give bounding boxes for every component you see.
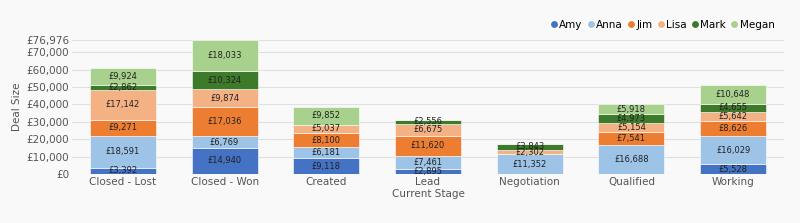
Text: £16,688: £16,688 xyxy=(614,155,649,164)
Bar xyxy=(700,112,766,122)
Bar xyxy=(497,150,562,154)
Text: £10,648: £10,648 xyxy=(716,90,750,99)
Text: £11,620: £11,620 xyxy=(411,141,445,150)
Text: £16,029: £16,029 xyxy=(716,146,750,155)
Bar xyxy=(294,147,359,158)
Bar xyxy=(294,133,359,147)
Bar xyxy=(497,144,562,150)
Y-axis label: Deal Size: Deal Size xyxy=(12,83,22,131)
Text: £5,918: £5,918 xyxy=(617,105,646,114)
Text: £5,154: £5,154 xyxy=(617,123,646,132)
Bar xyxy=(598,114,665,123)
Text: £17,142: £17,142 xyxy=(106,100,140,109)
Text: £5,037: £5,037 xyxy=(312,124,341,133)
Text: £4,973: £4,973 xyxy=(617,114,646,123)
Bar xyxy=(294,107,359,124)
Bar xyxy=(700,85,766,103)
Text: £9,924: £9,924 xyxy=(109,72,138,81)
Text: £2,862: £2,862 xyxy=(108,83,138,92)
Text: £6,181: £6,181 xyxy=(312,148,341,157)
X-axis label: Current Stage: Current Stage xyxy=(391,190,465,200)
Bar xyxy=(700,164,766,174)
Text: £8,100: £8,100 xyxy=(312,136,341,145)
Bar xyxy=(90,120,156,136)
Bar xyxy=(191,89,258,107)
Text: £17,036: £17,036 xyxy=(207,117,242,126)
Text: £10,324: £10,324 xyxy=(207,76,242,85)
Text: £8,626: £8,626 xyxy=(718,124,748,134)
Bar xyxy=(395,124,461,136)
Bar xyxy=(90,85,156,90)
Text: £11,352: £11,352 xyxy=(513,160,547,169)
Bar xyxy=(294,124,359,133)
Bar xyxy=(90,90,156,120)
Text: £7,461: £7,461 xyxy=(414,158,442,167)
Bar xyxy=(395,156,461,169)
Text: £9,271: £9,271 xyxy=(108,123,138,132)
Text: £2,895: £2,895 xyxy=(414,167,442,176)
Text: £6,769: £6,769 xyxy=(210,138,239,147)
Text: £5,528: £5,528 xyxy=(718,165,748,174)
Bar xyxy=(395,120,461,124)
Text: £9,874: £9,874 xyxy=(210,93,239,103)
Text: £14,940: £14,940 xyxy=(207,157,242,165)
Bar xyxy=(598,132,665,145)
Text: £18,033: £18,033 xyxy=(207,51,242,60)
Bar xyxy=(395,136,461,156)
Bar xyxy=(598,123,665,132)
Text: £6,675: £6,675 xyxy=(414,126,442,134)
Bar xyxy=(90,68,156,85)
Text: £3,843: £3,843 xyxy=(515,142,544,151)
Bar xyxy=(294,158,359,174)
Text: £9,852: £9,852 xyxy=(312,112,341,120)
Bar xyxy=(90,168,156,174)
Bar xyxy=(191,136,258,148)
Text: £18,591: £18,591 xyxy=(106,147,140,156)
Bar xyxy=(700,136,766,164)
Bar xyxy=(700,122,766,136)
Text: £5,642: £5,642 xyxy=(718,112,748,121)
Text: £3,392: £3,392 xyxy=(108,167,138,176)
Bar xyxy=(191,148,258,174)
Bar xyxy=(700,103,766,112)
Bar xyxy=(497,154,562,174)
Text: £9,118: £9,118 xyxy=(312,161,341,171)
Legend: Amy, Anna, Jim, Lisa, Mark, Megan: Amy, Anna, Jim, Lisa, Mark, Megan xyxy=(547,16,778,35)
Bar xyxy=(395,169,461,174)
Text: £7,541: £7,541 xyxy=(617,134,646,143)
Bar xyxy=(191,72,258,89)
Bar xyxy=(598,104,665,114)
Bar xyxy=(90,136,156,168)
Text: £4,655: £4,655 xyxy=(718,103,748,112)
Bar xyxy=(191,40,258,72)
Text: £2,302: £2,302 xyxy=(515,148,544,157)
Bar xyxy=(191,107,258,136)
Bar xyxy=(598,145,665,174)
Text: £2,556: £2,556 xyxy=(414,118,442,126)
